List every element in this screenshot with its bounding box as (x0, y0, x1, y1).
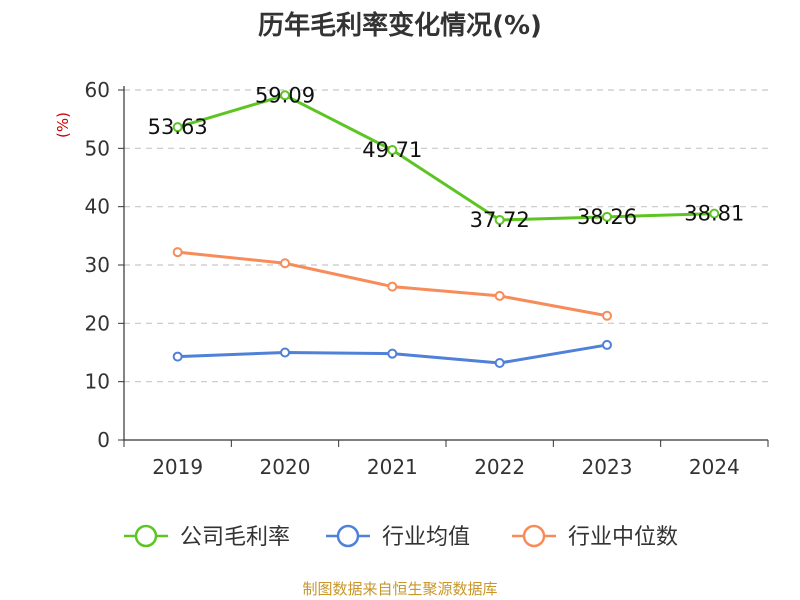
series-line (177, 93, 715, 222)
data-point (602, 339, 612, 350)
data-point (494, 358, 505, 368)
y-tick-label: 20 (85, 311, 110, 335)
data-label: 38.26 (577, 205, 637, 229)
data-point (602, 211, 612, 222)
data-labels: 53.63 59.09 49.71 37.72 38.26 38.81 (148, 83, 745, 232)
legend-label: 公司毛利率 (180, 525, 290, 550)
chart-title: 历年毛利率变化情况(%) (258, 10, 542, 41)
data-point (280, 347, 290, 358)
legend-marker (134, 524, 158, 548)
x-tick-label: 2024 (689, 455, 740, 479)
legend-label: 行业均值 (382, 525, 470, 550)
legend: 公司毛利率 行业均值 行业中位数 (124, 524, 678, 550)
series-layer (172, 90, 720, 368)
data-label: 53.63 (148, 115, 208, 139)
y-axis-label: (%) (54, 112, 72, 138)
x-tick-label: 2023 (582, 455, 633, 479)
y-tick-label: 60 (85, 78, 110, 102)
data-label: 59.09 (255, 83, 315, 107)
y-tick-label: 50 (85, 136, 110, 160)
data-point (172, 247, 183, 258)
y-tick-label: 0 (97, 428, 110, 452)
y-tick-label: 10 (85, 370, 110, 394)
data-point (172, 122, 183, 133)
x-tick-label: 2022 (474, 455, 525, 479)
gridlines (124, 89, 768, 383)
data-point (387, 348, 398, 359)
data-point (709, 208, 720, 219)
data-point (172, 351, 183, 362)
axes: 0 10 20 30 40 50 60 2019 2020 2021 2022 2023 2024 (85, 78, 769, 479)
data-label: 49.71 (362, 138, 422, 162)
data-point (280, 258, 290, 269)
source-note: 制图数据来自恒生聚源数据库 (302, 580, 497, 598)
x-tick-label: 2021 (367, 455, 418, 479)
data-point (387, 145, 398, 156)
data-point (280, 90, 290, 101)
legend-marker (336, 524, 360, 548)
data-label: 38.81 (684, 202, 744, 226)
data-point (387, 281, 398, 292)
x-tick-label: 2020 (260, 455, 311, 479)
legend-marker (522, 524, 546, 548)
y-tick-label: 40 (85, 195, 110, 219)
legend-label: 行业中位数 (568, 525, 678, 550)
x-tick-label: 2019 (152, 455, 203, 479)
data-point (494, 290, 505, 301)
data-point (494, 214, 505, 225)
y-tick-label: 30 (85, 253, 110, 277)
data-point (602, 310, 612, 321)
data-label: 37.72 (470, 208, 530, 232)
